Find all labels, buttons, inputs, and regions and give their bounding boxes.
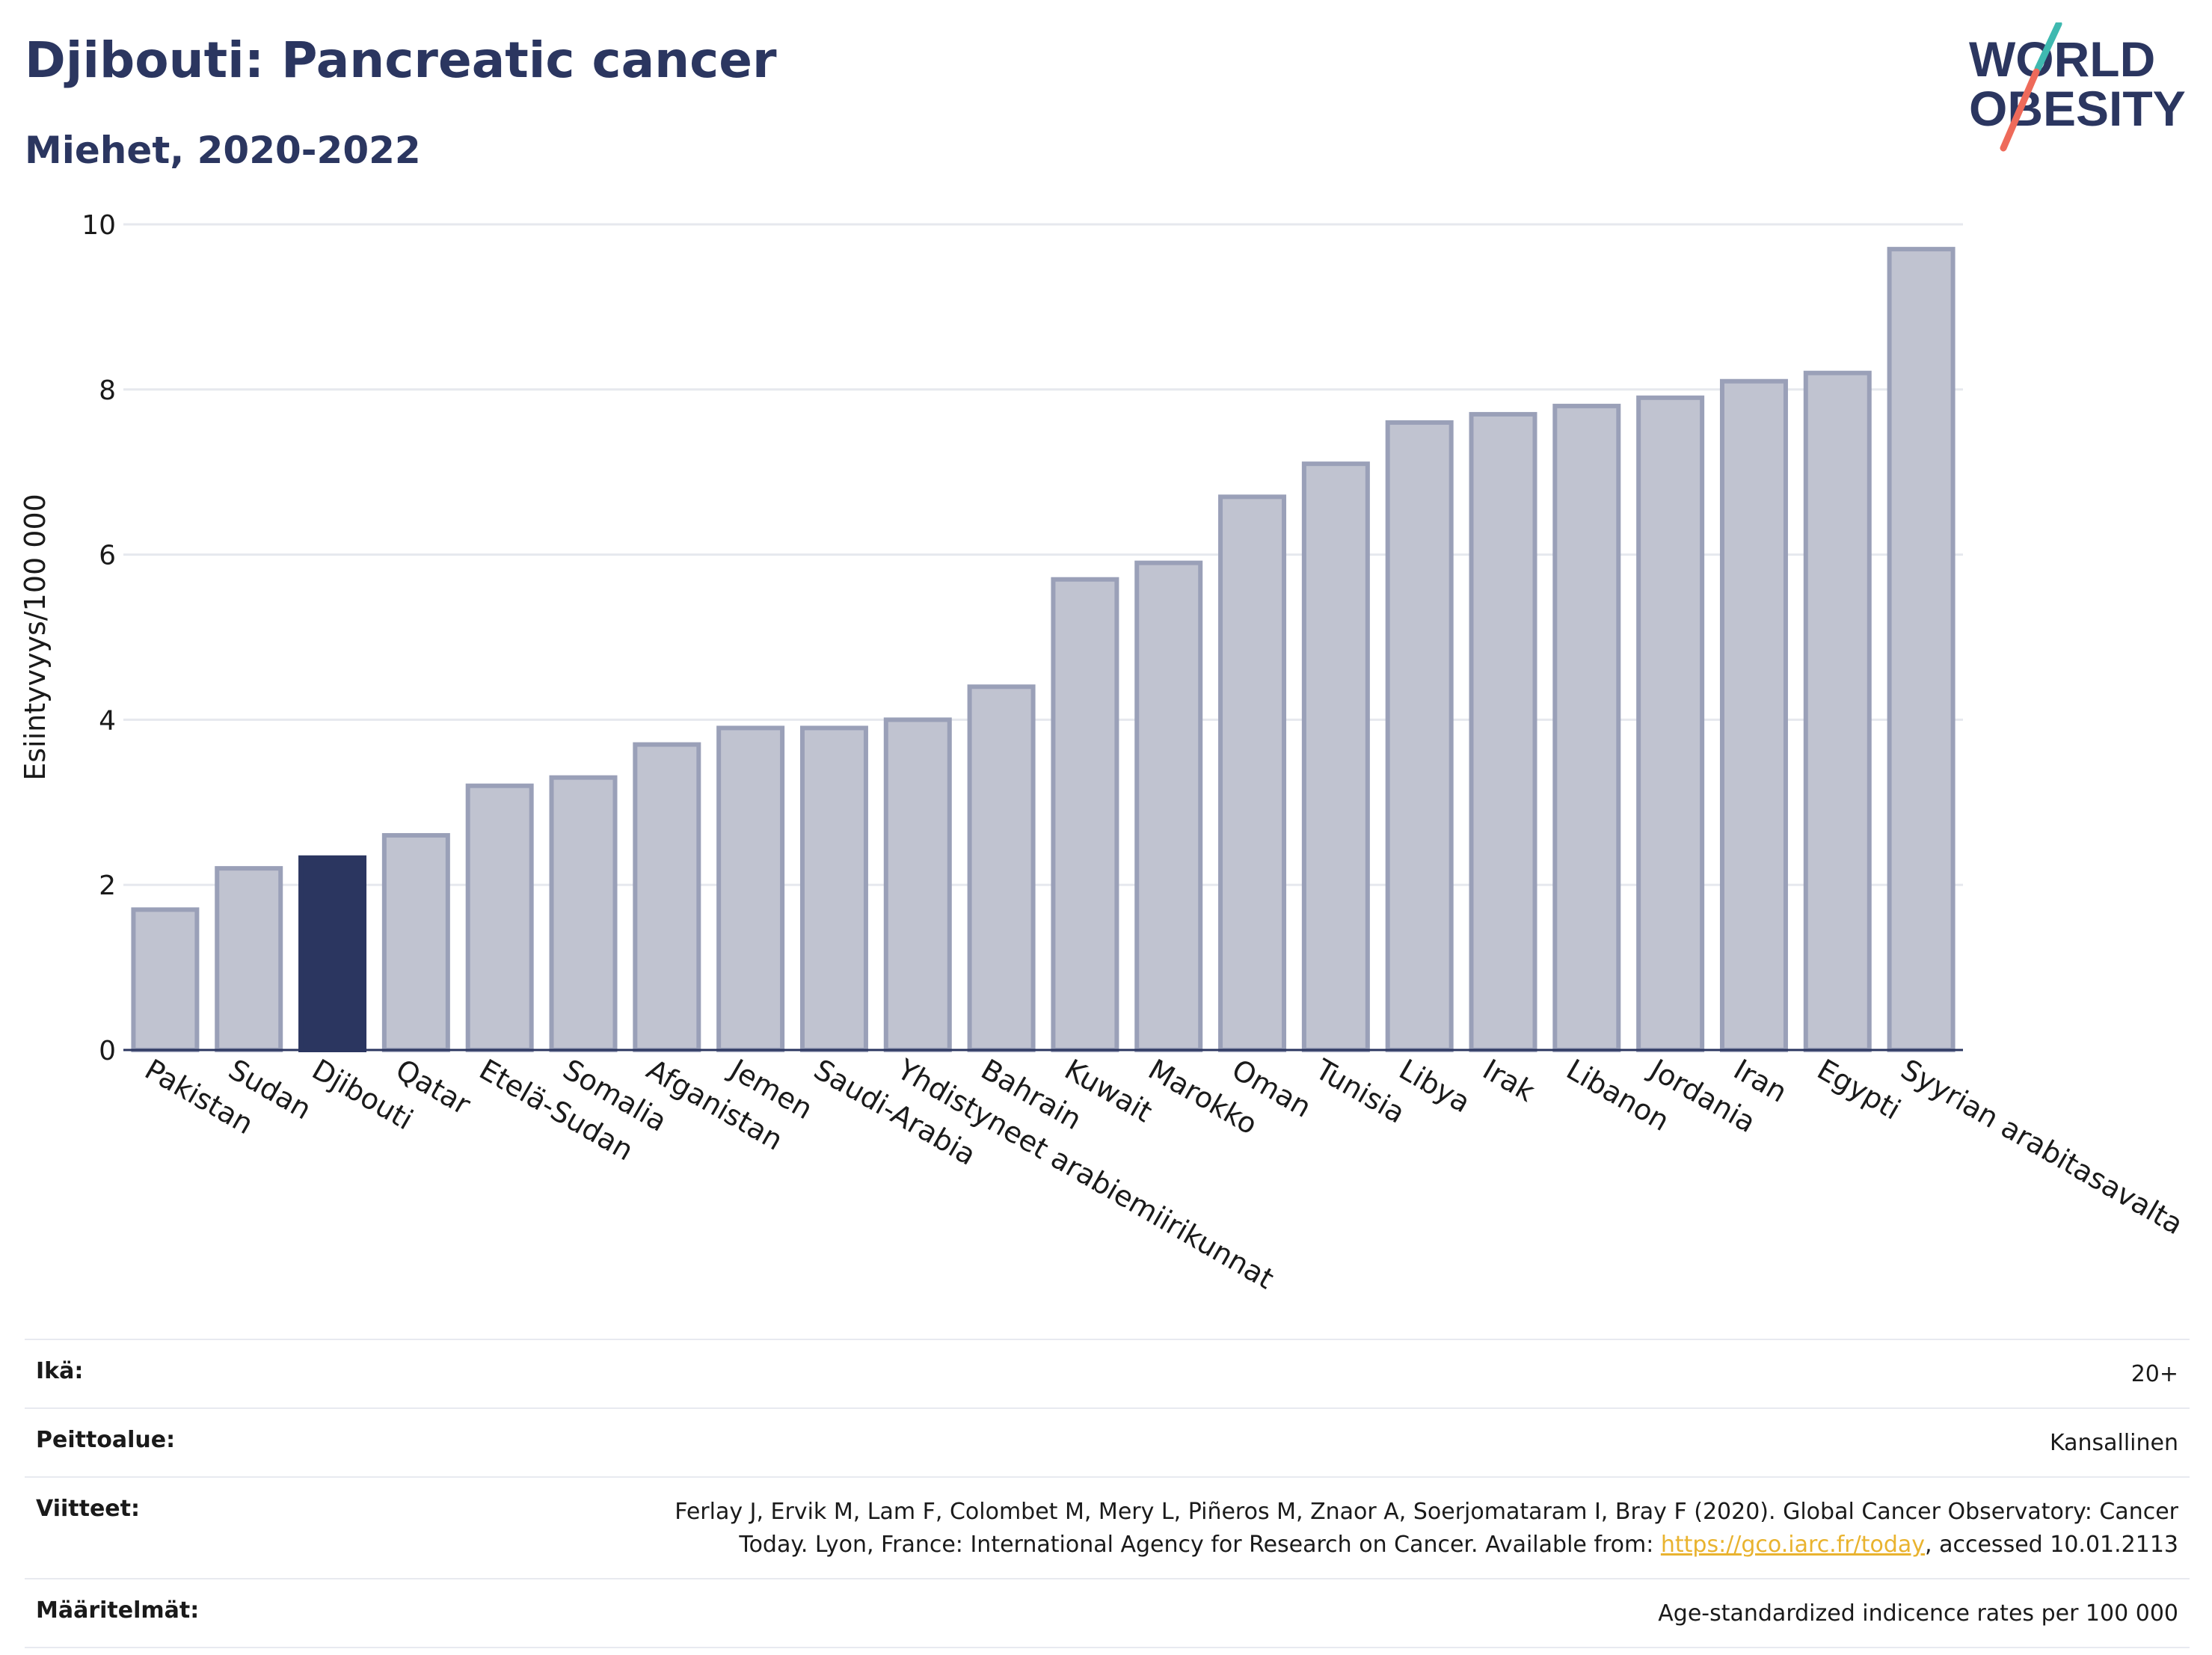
logo-slash-coral <box>2000 68 2040 152</box>
meta-value-age: 20+ <box>2130 1361 2178 1387</box>
meta-label-references: Viitteet: <box>36 1496 140 1522</box>
meta-value-coverage: Kansallinen <box>2049 1430 2178 1456</box>
x-tick-label: Libya <box>1394 1053 1476 1120</box>
bar <box>465 783 534 1052</box>
meta-row-coverage: Peittoalue: Kansallinen <box>25 1407 2190 1476</box>
bar <box>1134 560 1203 1052</box>
x-tick-label: Syyrian arabitasavalta <box>1896 1053 2189 1241</box>
bar <box>1218 494 1287 1052</box>
bars <box>131 247 1956 1053</box>
reference-text-line2: Today. Lyon, France: International Agenc… <box>739 1532 1661 1558</box>
bar <box>883 717 952 1053</box>
reference-text-accessed: , accessed 10.01.2113 <box>1925 1532 2178 1558</box>
y-tick-label: 6 <box>99 541 116 571</box>
y-tick-label: 0 <box>99 1036 116 1066</box>
bar <box>716 725 785 1052</box>
bar <box>799 725 868 1052</box>
meta-label-coverage: Peittoalue: <box>36 1427 176 1453</box>
reference-text-line1: Ferlay J, Ervik M, Lam F, Colombet M, Me… <box>675 1499 2178 1525</box>
meta-label-definitions: Määritelmät: <box>36 1597 200 1624</box>
bar <box>1469 411 1537 1052</box>
bar <box>381 832 450 1052</box>
world-obesity-logo: WORLD OBESITY <box>1969 22 2186 152</box>
x-tick-label: Egypti <box>1812 1053 1906 1126</box>
metadata-table: Ikä: 20+ Peittoalue: Kansallinen Viittee… <box>25 1339 2190 1648</box>
bar <box>131 907 200 1052</box>
bar-chart: 0246810PakistanSudanDjiboutiQatarEtelä-S… <box>19 210 2189 1295</box>
bar-highlighted <box>298 855 367 1052</box>
meta-value-references: Ferlay J, Ervik M, Lam F, Colombet M, Me… <box>675 1496 2178 1562</box>
bar <box>215 866 283 1052</box>
bar <box>633 742 701 1053</box>
x-tick-label: Irak <box>1478 1053 1540 1108</box>
y-tick-label: 10 <box>82 210 116 241</box>
y-tick-label: 2 <box>99 871 116 901</box>
y-tick-label: 4 <box>99 705 116 736</box>
bar <box>549 775 618 1053</box>
logo-text-obesity: OBESITY <box>1969 81 2186 136</box>
bar <box>1385 420 1454 1052</box>
meta-row-references: Viitteet: Ferlay J, Ervik M, Lam F, Colo… <box>25 1476 2190 1578</box>
meta-value-definitions: Age-standardized indicence rates per 100… <box>1658 1600 2178 1627</box>
chart-subtitle: Miehet, 2020-2022 <box>25 129 421 172</box>
meta-label-age: Ikä: <box>36 1358 84 1384</box>
logo-slash-teal <box>2034 22 2062 73</box>
bar <box>1719 378 1788 1052</box>
bar <box>1552 403 1621 1052</box>
x-tick-label: Tunisia <box>1309 1052 1410 1130</box>
bar <box>1051 577 1119 1052</box>
meta-row-age: Ikä: 20+ <box>25 1339 2190 1407</box>
logo-text-world: WORLD <box>1969 31 2155 87</box>
y-tick-label: 8 <box>99 375 116 406</box>
meta-row-definitions: Määritelmät: Age-standardized indicence … <box>25 1578 2190 1648</box>
bar <box>1636 395 1705 1052</box>
bar <box>967 684 1036 1052</box>
y-axis-label: Esiintyvyys/100 000 <box>19 494 52 781</box>
reference-link[interactable]: https://gco.iarc.fr/today <box>1660 1532 1926 1558</box>
bar <box>1887 247 1956 1052</box>
chart-title: Djibouti: Pancreatic cancer <box>25 31 777 89</box>
bar <box>1301 461 1370 1052</box>
bar <box>1803 370 1872 1053</box>
